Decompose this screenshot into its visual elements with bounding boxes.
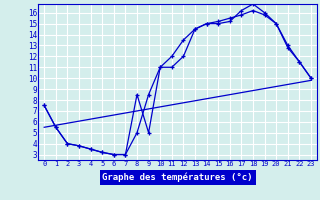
X-axis label: Graphe des températures (°c): Graphe des températures (°c): [102, 173, 253, 182]
